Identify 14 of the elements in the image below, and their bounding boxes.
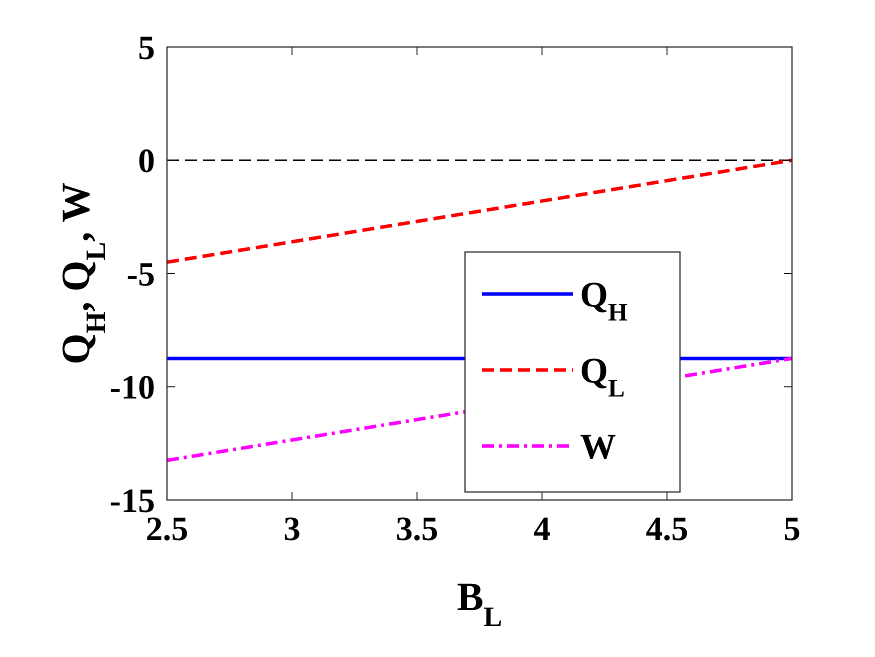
- y-tick-label: -10: [110, 370, 155, 407]
- y-tick-label: 0: [138, 143, 155, 180]
- x-tick-label: 3.5: [396, 511, 438, 548]
- x-tick-label: 2.5: [146, 511, 188, 548]
- x-tick-label: 4.5: [646, 511, 688, 548]
- legend-label: W: [580, 426, 616, 467]
- y-tick-label: 5: [138, 30, 155, 67]
- x-axis-title: B$_{L}$: [456, 574, 502, 632]
- legend-label: Q$_{H}$: [580, 274, 628, 326]
- y-tick-label: -5: [126, 256, 155, 294]
- x-tick-label: 4: [534, 511, 550, 548]
- legend-label: Q$_{L}$: [580, 350, 625, 402]
- x-tick-label: 3: [284, 511, 300, 548]
- x-tick-label: 5: [784, 511, 800, 548]
